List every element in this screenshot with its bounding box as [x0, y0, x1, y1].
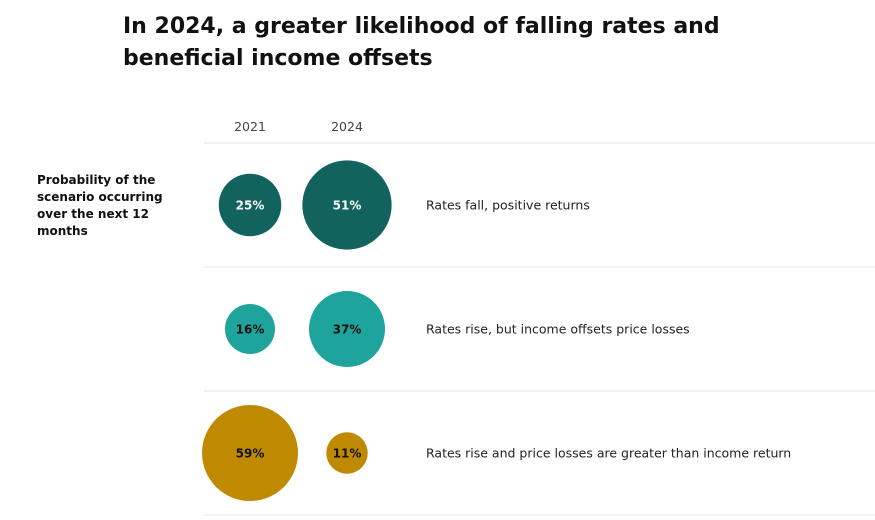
column-header-2021: 2021 [234, 119, 266, 134]
row-label: Probability of the scenario occurring ov… [37, 173, 163, 238]
scenario-label-1: Rates fall, positive returns [426, 198, 590, 213]
bubble-value-label: 51% [333, 199, 362, 213]
bubble-2021-row1 [218, 173, 282, 237]
bubble-2021-row3 [202, 405, 298, 501]
column-header-2024: 2024 [331, 119, 363, 134]
bubble-value-label: 16% [236, 323, 265, 337]
bubble-2024-row3 [326, 432, 368, 474]
bubble-2021-row2 [225, 304, 275, 354]
bubble-value-label: 59% [236, 447, 265, 461]
bubble-2024-row1 [302, 160, 392, 250]
scenario-label-2: Rates rise, but income offsets price los… [426, 322, 690, 337]
bubble-value-label: 25% [236, 199, 265, 213]
bubble-value-label: 37% [333, 323, 362, 337]
bubble-value-label: 11% [333, 447, 362, 461]
chart-title: In 2024, a greater likelihood of falling… [123, 14, 720, 71]
bubble-2024-row2 [308, 290, 386, 368]
scenario-label-3: Rates rise and price losses are greater … [426, 446, 791, 461]
